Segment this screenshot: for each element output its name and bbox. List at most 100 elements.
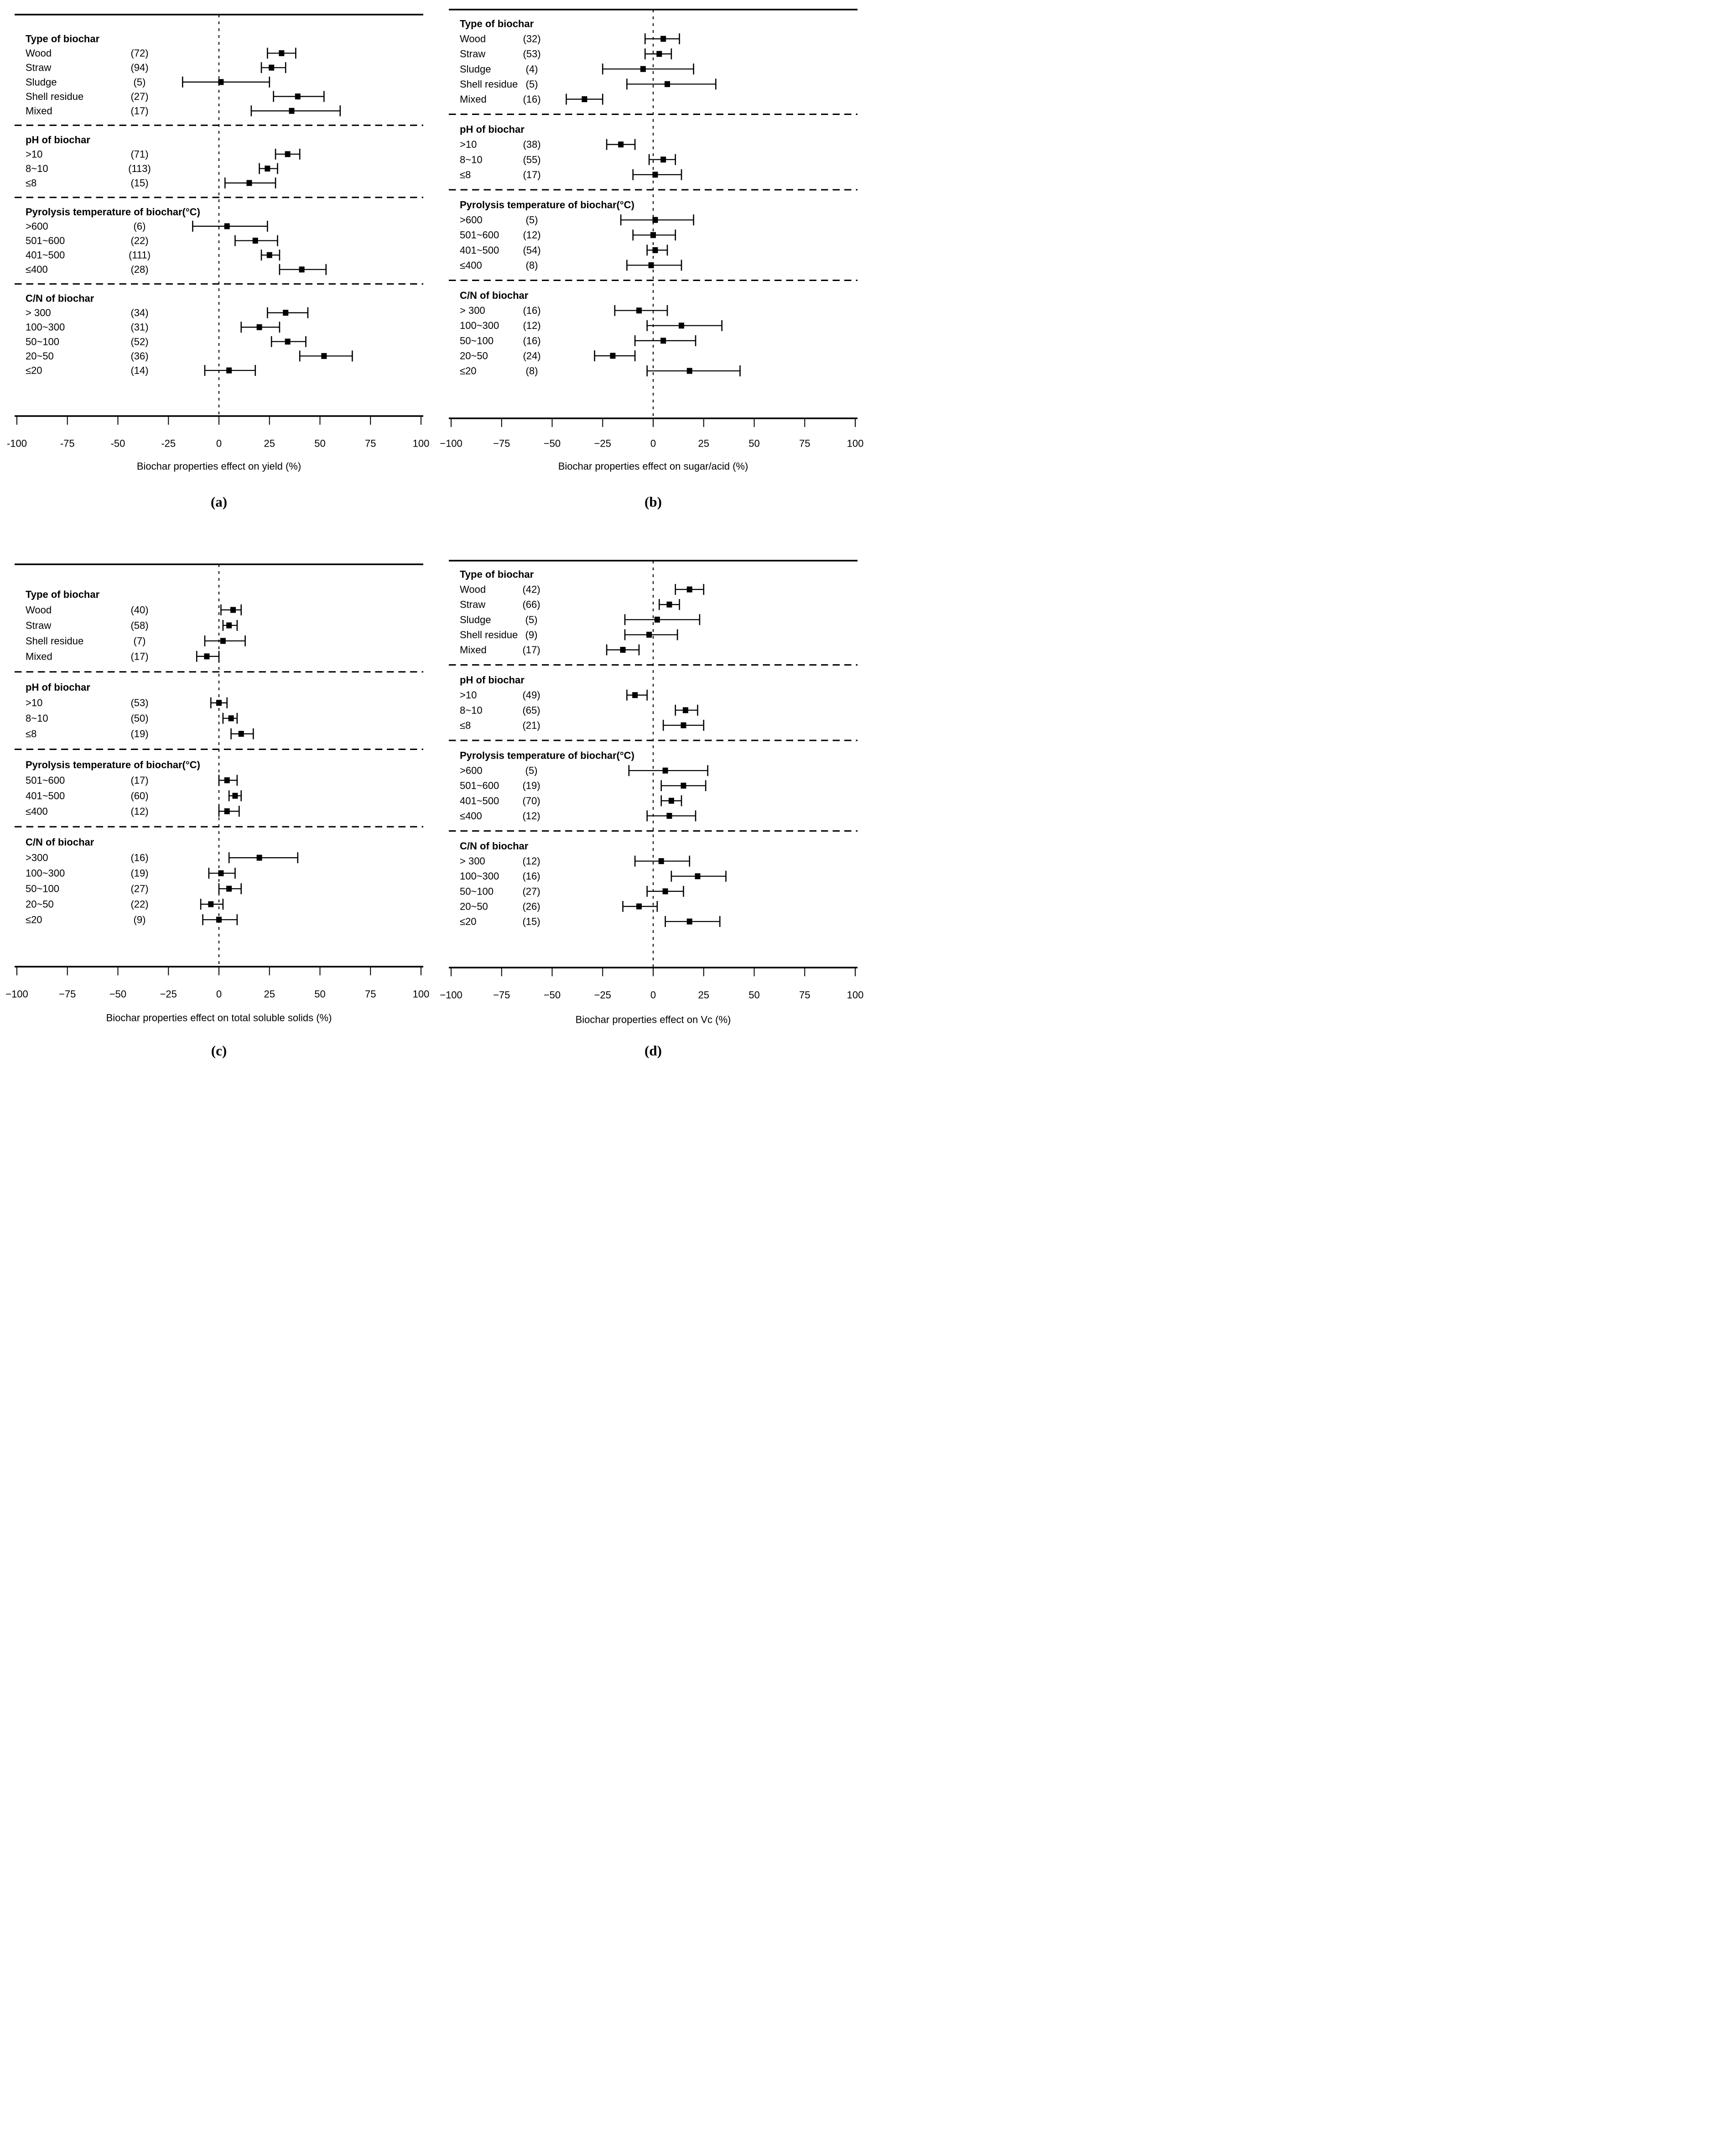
- row-label: ≤8: [26, 728, 36, 739]
- row-label: 50~100: [460, 885, 494, 897]
- point-estimate: [636, 903, 642, 910]
- row-label: Sludge: [460, 63, 491, 75]
- row-label: ≤400: [460, 260, 482, 271]
- point-estimate: [686, 918, 692, 925]
- row-label: 20~50: [26, 350, 54, 362]
- point-estimate: [252, 238, 258, 244]
- row-count: (16): [522, 870, 540, 882]
- row-label: 8~10: [26, 163, 48, 174]
- row-count: (52): [130, 336, 148, 347]
- row-count: (16): [130, 852, 148, 864]
- row-count: (12): [522, 810, 540, 822]
- point-estimate: [646, 631, 652, 638]
- row-label: 401~500: [26, 250, 65, 261]
- point-estimate: [226, 367, 232, 374]
- x-axis-tick-label: −75: [59, 989, 76, 1000]
- forest-panel-b: Type of biochar Wood (32) Straw (53) Sludge (4…: [440, 9, 863, 510]
- row-label: > 300: [460, 855, 485, 867]
- row-count: (27): [522, 885, 540, 897]
- row-label: Sludge: [460, 614, 491, 625]
- row-label: Mixed: [460, 644, 487, 656]
- row-count: (5): [525, 614, 538, 625]
- row-label: ≤20: [26, 365, 42, 376]
- group-heading: Type of biochar: [26, 33, 100, 45]
- row-count: (60): [130, 790, 148, 802]
- row-label: 401~500: [460, 795, 499, 807]
- row-label: > 300: [26, 307, 51, 318]
- group-heading: pH of biochar: [26, 682, 90, 693]
- row-count: (19): [130, 728, 148, 739]
- point-estimate: [652, 217, 658, 223]
- row-count: (17): [130, 105, 148, 117]
- row-label: Shell residue: [26, 635, 83, 646]
- row-count: (27): [130, 883, 148, 895]
- row-count: (7): [134, 635, 146, 646]
- point-estimate: [228, 715, 234, 722]
- row-label: ≤8: [26, 177, 36, 189]
- row-label: >600: [26, 220, 48, 232]
- point-estimate: [660, 338, 666, 344]
- point-estimate: [648, 262, 654, 268]
- row-count: (53): [130, 697, 148, 708]
- row-count: (5): [134, 76, 146, 88]
- row-label: ≤8: [460, 169, 471, 180]
- row-count: (16): [523, 305, 541, 316]
- point-estimate: [656, 51, 662, 57]
- row-label: >10: [26, 148, 42, 160]
- point-estimate: [218, 79, 224, 85]
- row-count: (15): [522, 916, 540, 927]
- row-label: 501~600: [460, 780, 499, 791]
- row-count: (32): [523, 33, 541, 45]
- x-axis-tick-label: -50: [111, 438, 125, 449]
- point-estimate: [285, 151, 291, 157]
- point-estimate: [695, 873, 701, 880]
- point-estimate: [654, 616, 660, 623]
- x-axis-tick-label: −75: [493, 989, 510, 1001]
- point-estimate: [679, 323, 685, 329]
- row-count: (53): [523, 48, 541, 60]
- row-label: Wood: [26, 604, 52, 615]
- row-count: (21): [522, 719, 540, 731]
- point-estimate: [662, 767, 668, 774]
- group-heading: pH of biochar: [460, 124, 525, 135]
- row-label: 501~600: [26, 775, 65, 786]
- row-count: (12): [130, 806, 148, 817]
- point-estimate: [620, 646, 626, 653]
- x-axis-title: Biochar properties effect on total solub…: [106, 1012, 332, 1024]
- forest-panel-a: Type of biochar Wood (72) Straw (94) Sludge (5…: [7, 14, 429, 510]
- row-label: >600: [460, 214, 483, 226]
- forest-panel-d: Type of biochar Wood (42) Straw (66) Sludge (5…: [440, 560, 863, 1059]
- point-estimate: [686, 368, 692, 374]
- x-axis-tick-label: −25: [594, 438, 611, 449]
- x-axis-tick-label: −100: [440, 438, 463, 449]
- x-axis-tick-label: 75: [365, 989, 376, 1000]
- row-label: Sludge: [26, 76, 57, 88]
- group-heading: C/N of biochar: [26, 292, 94, 304]
- point-estimate: [582, 96, 587, 102]
- point-estimate: [681, 722, 686, 729]
- point-estimate: [256, 324, 262, 330]
- x-axis-tick-label: 50: [748, 989, 759, 1001]
- row-count: (50): [130, 713, 148, 724]
- point-estimate: [216, 916, 222, 923]
- row-count: (22): [130, 235, 148, 246]
- row-count: (28): [130, 264, 148, 275]
- row-label: 50~100: [26, 883, 59, 895]
- row-label: 100~300: [460, 870, 499, 882]
- group-heading: C/N of biochar: [460, 290, 529, 301]
- row-label: Wood: [460, 33, 486, 45]
- row-count: (9): [134, 914, 146, 926]
- x-axis-tick-label: -75: [60, 438, 75, 449]
- row-count: (113): [128, 163, 151, 174]
- point-estimate: [681, 782, 686, 789]
- point-estimate: [265, 165, 270, 172]
- row-count: (55): [523, 154, 541, 165]
- point-estimate: [640, 66, 646, 72]
- x-axis-tick-label: 100: [413, 989, 430, 1000]
- row-count: (17): [523, 169, 541, 180]
- group-heading: C/N of biochar: [26, 837, 94, 848]
- row-count: (17): [130, 775, 148, 786]
- panel-letter: (a): [211, 494, 227, 510]
- point-estimate: [618, 141, 624, 148]
- point-estimate: [321, 353, 327, 359]
